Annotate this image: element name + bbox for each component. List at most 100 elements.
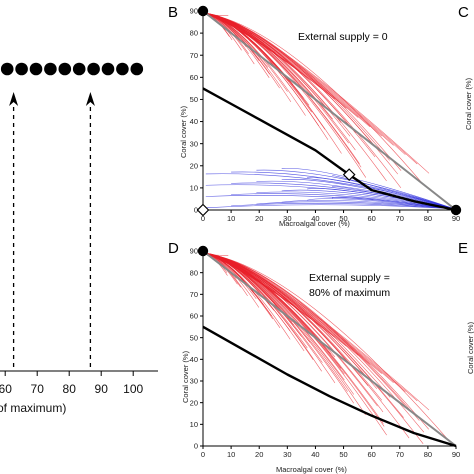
b-saddle-equilibrium-2 — [342, 168, 356, 181]
b-x-tick-label-30: 30 — [283, 214, 291, 223]
e-y-axis-label: Coral cover (%) — [466, 321, 474, 374]
b-x-tick-label-50: 50 — [339, 214, 347, 223]
b-y-tick-label-80: 80 — [190, 29, 198, 38]
b-blue-trajectory-19 — [231, 171, 455, 210]
b-blue-trajectory-18 — [205, 173, 455, 210]
b-blue-trajectory-6 — [205, 195, 455, 210]
b-red-trajectory-24 — [204, 12, 310, 106]
b-blue-trajectory-16 — [306, 177, 455, 210]
b-blue-trajectory-4 — [306, 198, 455, 210]
d-red-trajectory-26 — [204, 252, 342, 369]
d-nullcline-line — [202, 325, 457, 448]
b-stable-equilibrium-0 — [197, 5, 209, 17]
d-x-tick-label-50: 50 — [339, 450, 347, 459]
b-x-tick-label-70: 70 — [396, 214, 404, 223]
d-boundary-line — [202, 250, 457, 447]
b-blue-trajectory-0 — [205, 204, 455, 210]
a-dot-0 — [0, 62, 14, 76]
b-blue-trajectory-1 — [231, 203, 455, 210]
d-x-tick-label-0: 0 — [201, 450, 205, 459]
b-y-tick-label-90: 90 — [190, 7, 198, 16]
c-y-axis-label: Coral cover (%) — [464, 77, 473, 130]
a-dots-series — [0, 62, 144, 76]
b-axes: 0 10 20 30 40 50 60 70 80 90 0 10 20 30 40 50 60 70 80 90 — [190, 7, 461, 223]
panel-letter-c: C — [458, 4, 469, 21]
b-stable-equilibrium-1 — [450, 204, 462, 216]
a-tick-label-80: 80 — [63, 382, 77, 396]
d-axes: 0 10 20 30 40 50 60 70 80 90 0 10 20 30 40 50 60 70 80 90 — [190, 247, 461, 459]
panel-d-annotation-line2: 80% of maximum — [309, 287, 390, 299]
b-x-tick-label-80: 80 — [424, 214, 432, 223]
b-y-tick-label-50: 50 — [190, 95, 198, 104]
b-red-trajectory-25 — [204, 12, 292, 103]
d-x-tick-label-20: 20 — [255, 450, 263, 459]
b-y-tick-label-10: 10 — [190, 183, 198, 192]
a-dot-4 — [58, 62, 72, 76]
b-y-tick-label-60: 60 — [190, 73, 198, 82]
d-y-tick-label-20: 20 — [190, 398, 198, 407]
a-dot-2 — [29, 62, 43, 76]
d-y-tick-label-70: 70 — [190, 290, 198, 299]
b-unstable-equilibrium-3 — [196, 203, 210, 217]
d-x-tick-label-40: 40 — [311, 450, 319, 459]
b-x-tick-label-0: 0 — [201, 214, 205, 223]
b-red-fan-17 — [204, 12, 430, 174]
b-x-tick-label-10: 10 — [227, 214, 235, 223]
b-boundary-line — [202, 10, 457, 211]
b-blue-trajectory-15 — [281, 179, 455, 210]
b-x-tick-label-60: 60 — [367, 214, 375, 223]
a-arrow-head-0 — [9, 92, 19, 106]
panel-d-annotation-line1: External supply = — [309, 272, 390, 284]
a-dot-7 — [101, 62, 115, 76]
a-arrows — [9, 92, 95, 367]
b-y-tick-label-70: 70 — [190, 51, 198, 60]
b-y-tick-label-0: 0 — [194, 206, 198, 215]
d-series-lines — [202, 250, 457, 448]
d-x-tick-label-90: 90 — [452, 450, 460, 459]
b-blue-trajectory-20 — [256, 169, 455, 210]
panel-b-annotation: External supply = 0 — [298, 31, 388, 43]
a-dot-5 — [72, 62, 86, 76]
panel-letter-b: B — [168, 4, 178, 21]
b-blue-trajectory-14 — [256, 180, 455, 210]
d-x-tick-label-60: 60 — [367, 450, 375, 459]
d-y-tick-label-50: 50 — [190, 333, 198, 342]
a-dot-9 — [130, 62, 144, 76]
a-dot-8 — [116, 62, 129, 76]
b-x-tick-label-90: 90 — [452, 214, 460, 223]
panel-e: E Coral cover (%) — [458, 240, 474, 374]
b-separatrix-line — [202, 87, 457, 212]
b-x-tick-label-40: 40 — [311, 214, 319, 223]
a-tick-label-60: 60 — [0, 382, 12, 396]
b-equilibria — [196, 5, 462, 217]
b-y-tick-label-20: 20 — [190, 161, 198, 170]
d-y-tick-label-60: 60 — [190, 312, 198, 321]
b-flow-trajectories — [203, 12, 455, 210]
d-y-tick-label-90: 90 — [190, 247, 198, 256]
a-dot-6 — [87, 62, 100, 76]
b-series-lines — [202, 10, 457, 212]
a-arrow-head-1 — [85, 92, 95, 106]
panel-d: D External supply = 80% of maximum 0 10 20… — [168, 240, 460, 474]
b-y-axis-label: Coral cover (%) — [179, 105, 188, 158]
panel-c: C Coral cover (%) — [458, 4, 473, 130]
d-x-tick-label-70: 70 — [396, 450, 404, 459]
b-x-tick-label-20: 20 — [255, 214, 263, 223]
panel-letter-e: E — [458, 240, 468, 257]
b-blue-trajectory-3 — [281, 199, 455, 210]
d-x-axis-label: Macroalgal cover (%) — [276, 465, 347, 474]
d-x-tick-label-80: 80 — [424, 450, 432, 459]
b-x-axis-label: Macroalgal cover (%) — [279, 219, 350, 228]
d-equilibria — [197, 245, 209, 257]
a-tick-label-100: 100 — [123, 382, 143, 396]
a-dot-1 — [15, 62, 28, 76]
d-y-tick-label-10: 10 — [190, 420, 198, 429]
panel-b: B External supply = 0 0 10 20 30 40 50 60 70 80 9… — [168, 4, 462, 228]
a-x-ticks: 60 70 80 90 100 — [0, 371, 144, 396]
b-blue-trajectory-2 — [256, 201, 455, 210]
d-y-tick-label-80: 80 — [190, 268, 198, 277]
d-stable-equilibrium-0 — [197, 245, 209, 257]
panel-a: 60 70 80 90 100 of maximum) — [0, 62, 158, 415]
d-y-tick-label-40: 40 — [190, 355, 198, 364]
